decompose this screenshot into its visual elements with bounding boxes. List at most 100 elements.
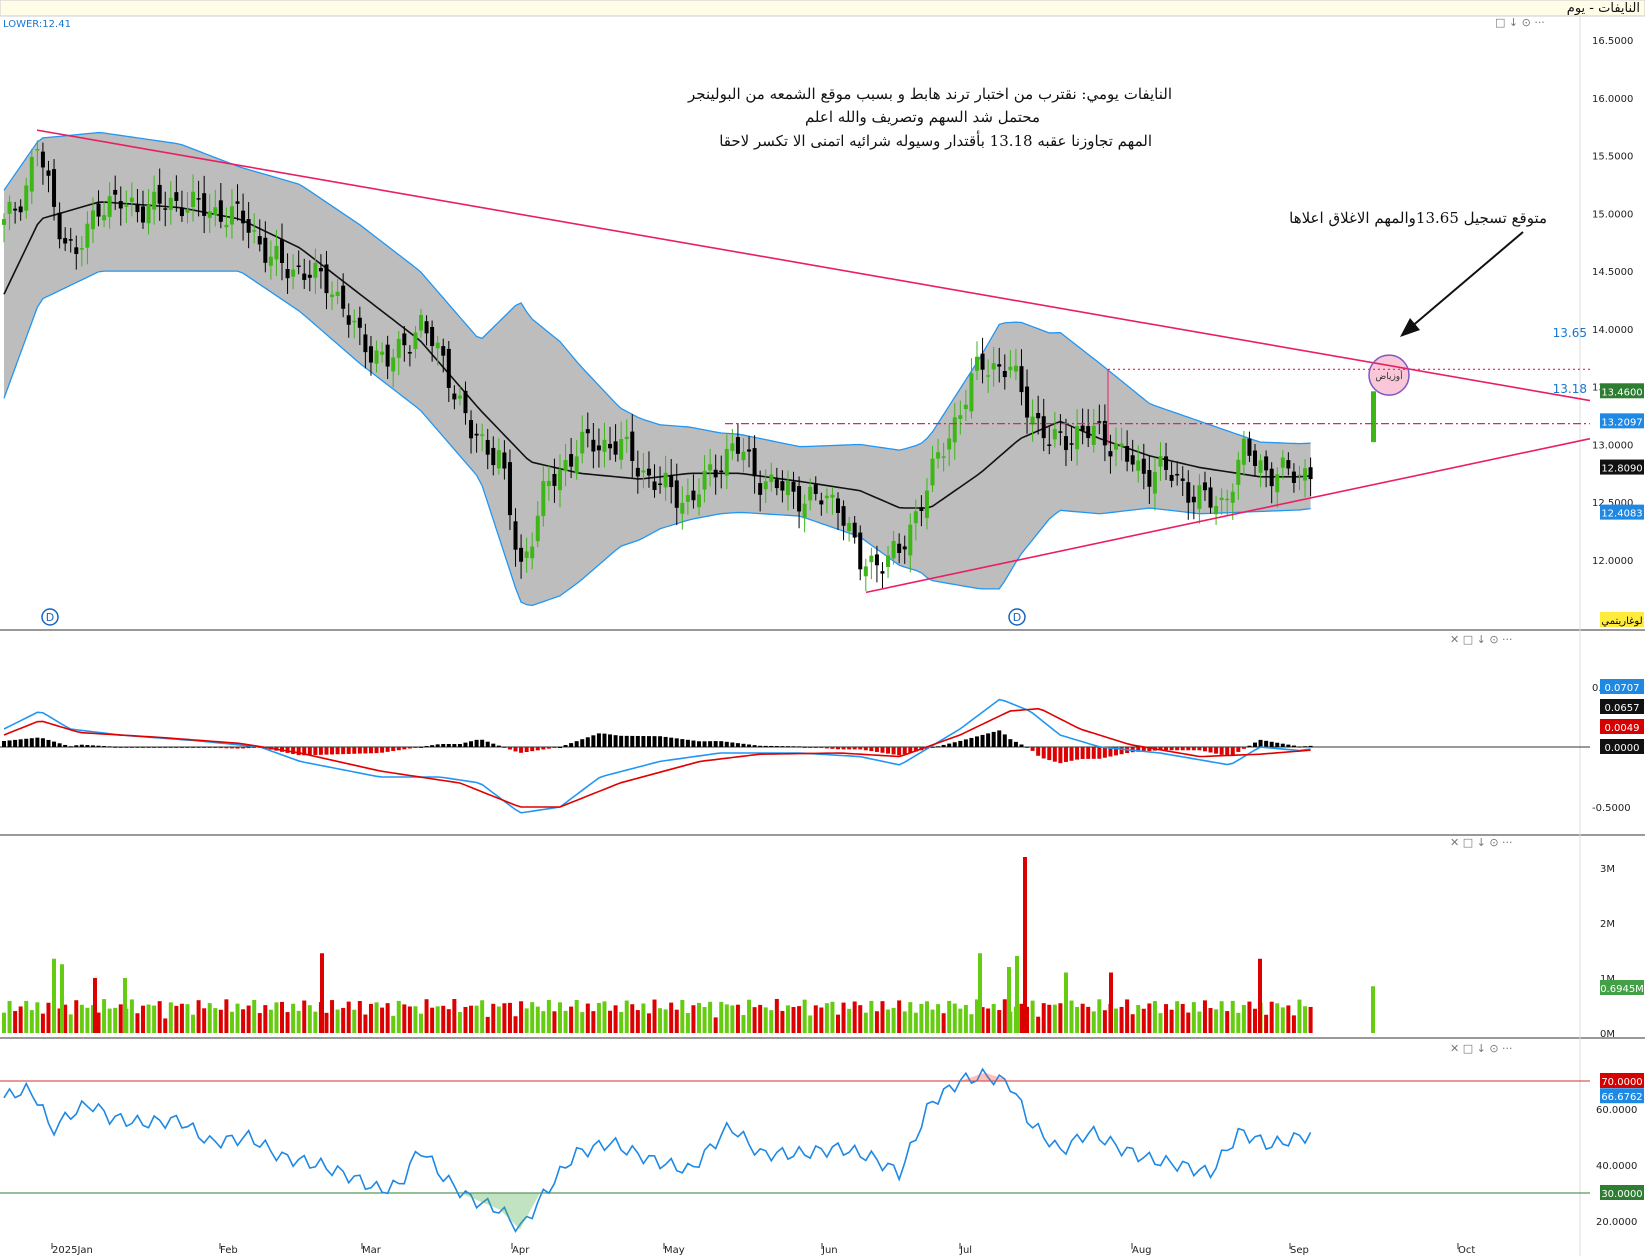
candle-body [758, 483, 763, 495]
candle-body [1169, 474, 1174, 481]
macd-histogram-bar [302, 747, 307, 756]
candle-body [213, 207, 218, 216]
candle-body [35, 148, 40, 151]
candle-body [485, 440, 490, 455]
macd-histogram-bar [891, 747, 896, 755]
macd-panel-controls[interactable]: ✕ □ ↓ ⊙ ··· [1450, 633, 1513, 646]
candle-body [986, 375, 991, 377]
candle-body [452, 393, 457, 400]
candle-body [1225, 498, 1230, 501]
macd-histogram-bar [46, 739, 51, 747]
macd-histogram-bar [452, 744, 457, 747]
volume-bar [546, 999, 551, 1033]
macd-histogram-bar [619, 735, 624, 747]
candle-body [841, 506, 846, 526]
price-panel-controls[interactable]: □ ↓ ⊙ ··· [1495, 16, 1545, 29]
x-axis-tick: Aug [1132, 1245, 1152, 1256]
macd-histogram-bar [202, 747, 207, 748]
macd-histogram-bar [1241, 747, 1246, 749]
macd-histogram-bar [1013, 741, 1018, 747]
volume-bar [669, 1002, 674, 1033]
macd-histogram-bar [874, 747, 879, 752]
candle-body [1036, 413, 1041, 419]
volume-bar [1152, 1001, 1157, 1033]
macd-histogram-bar [68, 746, 73, 748]
chart-title: النايفات - يوم [1567, 1, 1640, 16]
macd-histogram-bar [963, 739, 968, 747]
candle-body [63, 238, 68, 244]
rsi-axis-tick: 40.0000 [1596, 1161, 1637, 1172]
macd-histogram-bar [90, 745, 95, 747]
macd-histogram-bar [880, 747, 885, 753]
candle-body [1002, 370, 1007, 378]
volume-bar [13, 1011, 18, 1033]
macd-histogram-bar [685, 739, 690, 747]
volume-bar [146, 1004, 151, 1033]
volume-bar [769, 1010, 774, 1033]
candle-body [1236, 459, 1241, 485]
candle-body [402, 333, 407, 346]
candle-body [96, 203, 101, 217]
macd-histogram-bar [830, 747, 835, 749]
candle-body [730, 443, 735, 451]
volume-bar [107, 1008, 112, 1033]
candle-body [168, 197, 173, 210]
volume-bar [1291, 1015, 1296, 1033]
candle-body [113, 189, 118, 195]
candle-body [808, 486, 813, 501]
macd-histogram-bar [669, 737, 674, 747]
macd-histogram-bar [1036, 747, 1041, 756]
volume-spike-bar [123, 978, 127, 1033]
price-axis-tick: 13.0000 [1592, 440, 1633, 451]
volume-bar [179, 1003, 184, 1033]
candle-body [1091, 425, 1096, 445]
macd-histogram-bar [1097, 747, 1102, 759]
candle-body [874, 554, 879, 566]
candle-body [1136, 460, 1141, 471]
volume-bar [808, 1015, 813, 1033]
macd-histogram-bar [774, 746, 779, 748]
macd-histogram-bar [713, 741, 718, 747]
volume-bar [1136, 1005, 1141, 1033]
bollinger-upper-line [3, 131, 1311, 451]
level-label-13-65: 13.65 [1553, 326, 1587, 340]
macd-histogram-bar [902, 747, 907, 755]
volume-bar [263, 1005, 268, 1033]
candle-body [413, 332, 418, 350]
volume-panel-controls[interactable]: ✕ □ ↓ ⊙ ··· [1450, 836, 1513, 849]
volume-bar [1175, 1001, 1180, 1033]
macd-histogram-bar [608, 734, 613, 747]
candle-body [46, 170, 51, 176]
volume-spike-bar [1064, 972, 1068, 1033]
candle-body [141, 206, 145, 223]
macd-histogram-bar [118, 747, 123, 748]
volume-bar [702, 1007, 707, 1033]
candle-body [580, 431, 585, 454]
candle-body [191, 191, 196, 207]
bb-lower-tag-box [1600, 504, 1644, 520]
x-axis-tick: Jun [821, 1245, 838, 1256]
candle-body [830, 494, 835, 498]
candle-body [1041, 416, 1046, 439]
volume-bar [969, 1014, 974, 1033]
volume-bar [285, 1012, 290, 1033]
candle-body [969, 373, 974, 412]
macd-histogram-bar [591, 735, 596, 747]
candle-body [569, 454, 574, 467]
macd-histogram-bar [507, 747, 512, 750]
rsi-panel-controls[interactable]: ✕ □ ↓ ⊙ ··· [1450, 1042, 1513, 1055]
candle-body [1030, 416, 1035, 425]
volume-bar [380, 1007, 385, 1033]
candle-body [263, 237, 268, 263]
macd-histogram-bar [980, 734, 985, 747]
macd-histogram-bar [474, 739, 479, 747]
macd-histogram-bar [730, 742, 735, 747]
macd-histogram-bar [491, 743, 496, 747]
volume-bar [485, 1016, 490, 1033]
volume-bar [35, 1002, 40, 1033]
volume-bar [774, 998, 779, 1033]
volume-bar [558, 1002, 562, 1033]
volume-bar [18, 1006, 23, 1033]
volume-bar [413, 1006, 418, 1033]
